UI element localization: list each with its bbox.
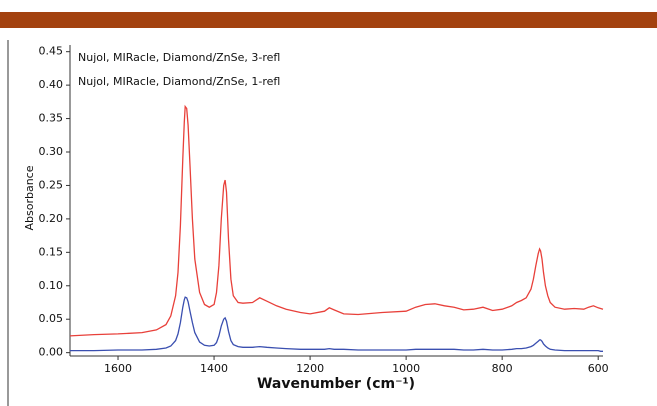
y-tick-label: 0.10 bbox=[39, 279, 64, 292]
x-tick-label: 1400 bbox=[200, 362, 228, 375]
y-tick-label: 0.40 bbox=[39, 78, 64, 91]
y-tick-label: 0.00 bbox=[39, 346, 64, 359]
x-axis-label: Wavenumber (cm⁻¹) bbox=[257, 376, 415, 392]
spectrum-line bbox=[70, 296, 603, 352]
y-tick-label: 0.15 bbox=[39, 245, 64, 258]
header-bar bbox=[0, 12, 657, 28]
y-tick-label: 0.30 bbox=[39, 145, 64, 158]
x-tick-label: 1600 bbox=[104, 362, 132, 375]
spectrum-line bbox=[69, 104, 604, 337]
x-tick-label: 600 bbox=[588, 362, 609, 375]
y-tick-label: 0.45 bbox=[39, 45, 64, 58]
x-tick-label: 1200 bbox=[296, 362, 324, 375]
y-tick-label: 0.35 bbox=[39, 112, 64, 125]
x-tick-label: 800 bbox=[492, 362, 513, 375]
y-tick-label: 0.20 bbox=[39, 212, 64, 225]
y-axis-label: Absorbance bbox=[23, 165, 36, 230]
y-tick-label: 0.25 bbox=[39, 178, 64, 191]
x-tick-label: 1000 bbox=[392, 362, 420, 375]
legend-label: Nujol, MIRacle, Diamond/ZnSe, 3-refl bbox=[78, 51, 280, 64]
legend-label: Nujol, MIRacle, Diamond/ZnSe, 1-refl bbox=[78, 75, 280, 88]
y-tick-label: 0.05 bbox=[39, 312, 64, 325]
